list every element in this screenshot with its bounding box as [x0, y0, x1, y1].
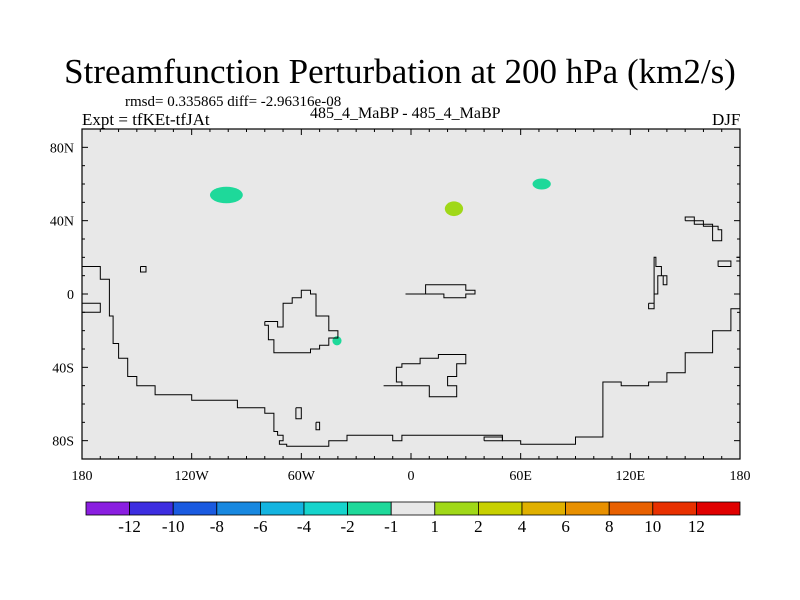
colorbar-box-2: [172, 501, 218, 516]
colorbar-box-11: [565, 501, 610, 516]
coastline-3: [264, 289, 339, 354]
x-tick-label-1: 120W: [175, 469, 210, 484]
coastline-9: [684, 216, 723, 242]
chart-title: Streamfunction Perturbation at 200 hPa (…: [64, 52, 736, 91]
colorbar-box-3: [216, 501, 261, 516]
colorbar-label-2: -8: [210, 517, 224, 536]
coastline-8: [483, 436, 503, 442]
y-tick-label-0: 80N: [50, 141, 74, 156]
y-tick-label-4: 80S: [52, 435, 74, 450]
colorbar-box-14: [696, 501, 741, 516]
x-tick-label-5: 120E: [616, 469, 646, 484]
colorbar-box-1: [129, 501, 174, 516]
coastline-10: [648, 256, 668, 310]
coastline-4: [295, 407, 302, 420]
y-tick-label-1: 40N: [50, 215, 74, 230]
x-tick-label-3: 0: [408, 469, 415, 484]
rmsd-diff-stats: rmsd= 0.335865 diff= -2.96316e-08: [125, 94, 342, 110]
anomaly-contour-0: [209, 186, 243, 204]
colorbar-box-8: [434, 501, 479, 516]
colorbar-box-9: [477, 501, 523, 516]
coastline-5: [315, 421, 321, 431]
colorbar-box-7: [390, 501, 436, 516]
colorbar-label-1: -10: [162, 517, 185, 536]
colorbar-label-11: 8: [605, 517, 614, 536]
y-tick-label-2: 0: [67, 288, 74, 303]
colorbar-label-10: 6: [561, 517, 570, 536]
colorbar-box-12: [608, 501, 654, 516]
experiment-label: Expt = tfKEt-tfJAt: [82, 110, 210, 129]
case-label: 485_4_MaBP - 485_4_MaBP: [310, 105, 501, 122]
colorbar-label-9: 4: [518, 517, 527, 536]
coastline-2: [140, 266, 147, 273]
colorbar-label-12: 10: [644, 517, 661, 536]
colorbar-label-4: -4: [297, 517, 312, 536]
colorbar-box-13: [652, 501, 697, 516]
colorbar-box-5: [303, 501, 348, 516]
anomaly-contour-2: [444, 201, 464, 217]
y-tick-label-3: 40S: [52, 361, 74, 376]
colorbar-label-3: -6: [253, 517, 267, 536]
coastline-7: [383, 354, 467, 398]
coastline-11: [717, 260, 732, 267]
coastline-0: [82, 266, 740, 447]
x-tick-label-4: 60E: [509, 469, 532, 484]
colorbar-box-0: [85, 501, 130, 516]
colorbar-label-7: 1: [431, 517, 440, 536]
colorbar-label-8: 2: [474, 517, 483, 536]
colorbar-label-6: -1: [384, 517, 398, 536]
anomaly-contour-1: [532, 178, 551, 190]
colorbar-label-13: 12: [688, 517, 705, 536]
x-tick-label-0: 180: [72, 469, 93, 484]
colorbar-box-10: [521, 501, 566, 516]
colorbar-box-4: [259, 501, 305, 516]
coastline-6: [405, 284, 476, 299]
colorbar-label-5: -2: [341, 517, 355, 536]
season-label: DJF: [712, 110, 741, 129]
x-tick-label-6: 180: [730, 469, 751, 484]
x-tick-label-2: 60W: [288, 469, 316, 484]
colorbar-box-6: [347, 501, 392, 516]
coastline-1: [82, 302, 101, 313]
colorbar-label-0: -12: [118, 517, 141, 536]
